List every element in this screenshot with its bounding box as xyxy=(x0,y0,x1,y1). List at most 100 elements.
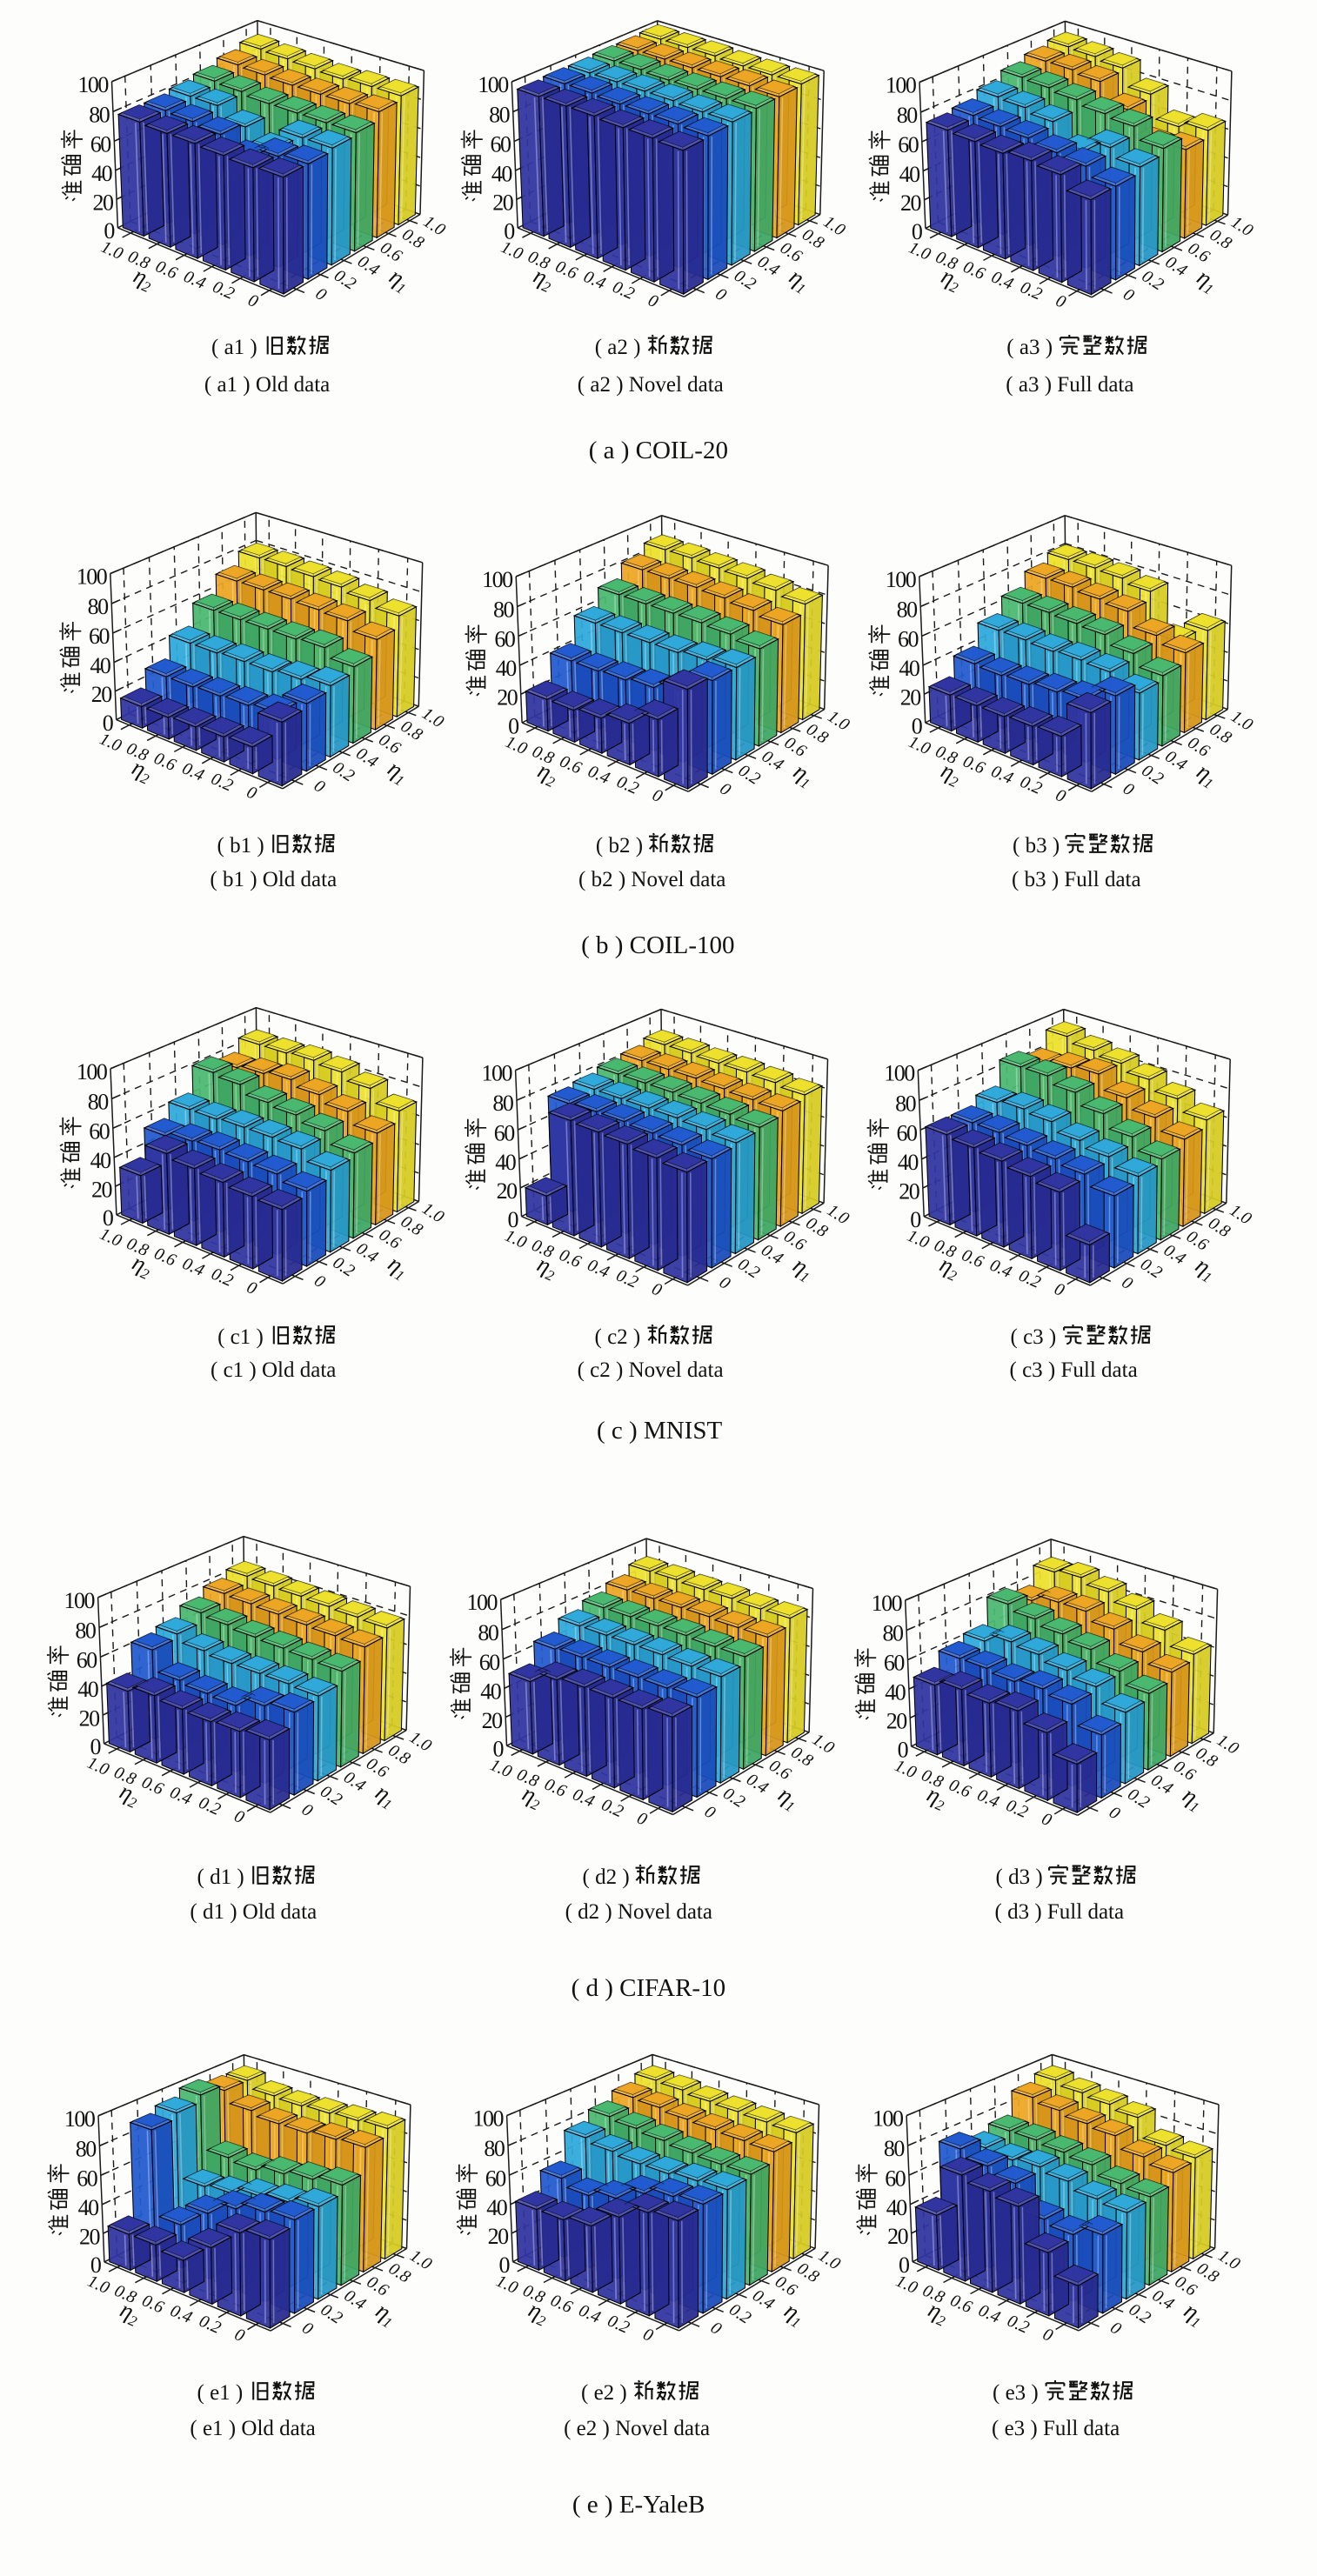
svg-text:40: 40 xyxy=(495,1150,517,1175)
svg-text:( a2 ) Novel data: ( a2 ) Novel data xyxy=(578,373,724,397)
svg-text:60: 60 xyxy=(77,1648,98,1673)
svg-text:( c1 ) Old data: ( c1 ) Old data xyxy=(211,1358,336,1382)
svg-text:60: 60 xyxy=(494,627,516,652)
svg-text:40: 40 xyxy=(90,1148,112,1173)
svg-text:80: 80 xyxy=(489,103,511,128)
svg-text:80: 80 xyxy=(897,597,919,623)
svg-text:20: 20 xyxy=(492,190,514,216)
svg-text:100: 100 xyxy=(64,2106,96,2132)
svg-text:100: 100 xyxy=(478,72,509,97)
svg-text:( c3 ): ( c3 ) xyxy=(1011,1325,1057,1349)
svg-text:40: 40 xyxy=(886,2195,908,2220)
svg-text:60: 60 xyxy=(898,132,919,157)
svg-text:80: 80 xyxy=(884,2136,906,2161)
svg-text:20: 20 xyxy=(900,190,922,216)
svg-text:80: 80 xyxy=(493,597,515,623)
svg-text:( e1 ): ( e1 ) xyxy=(197,2381,244,2405)
svg-text:( d3 ) Full data: ( d3 ) Full data xyxy=(995,1900,1125,1924)
svg-text:100: 100 xyxy=(473,2106,505,2132)
svg-text:40: 40 xyxy=(491,161,513,186)
svg-text:( b ) COIL-100: ( b ) COIL-100 xyxy=(581,931,734,959)
svg-text:60: 60 xyxy=(494,1120,516,1145)
svg-text:( e3 ): ( e3 ) xyxy=(993,2381,1039,2405)
svg-text:( d3 ): ( d3 ) xyxy=(996,1865,1043,1889)
svg-text:60: 60 xyxy=(89,1119,110,1145)
svg-text:80: 80 xyxy=(478,1620,499,1645)
svg-text:80: 80 xyxy=(89,102,110,127)
svg-text:40: 40 xyxy=(899,162,921,187)
svg-text:( d2 ) Novel data: ( d2 ) Novel data xyxy=(565,1900,712,1924)
svg-text:40: 40 xyxy=(496,656,518,681)
svg-text:60: 60 xyxy=(491,132,512,157)
svg-text:40: 40 xyxy=(899,656,920,681)
svg-text:60: 60 xyxy=(884,1651,906,1676)
svg-text:( b2 ): ( b2 ) xyxy=(596,834,643,858)
svg-text:( a1 ) Old data: ( a1 ) Old data xyxy=(204,373,330,397)
svg-text:60: 60 xyxy=(897,1120,919,1145)
svg-text:( d1 ) Old data: ( d1 ) Old data xyxy=(190,1900,317,1924)
svg-text:( b1 ) Old data: ( b1 ) Old data xyxy=(210,868,337,891)
svg-text:( c2 ) Novel data: ( c2 ) Novel data xyxy=(578,1358,724,1382)
svg-text:100: 100 xyxy=(77,564,108,590)
svg-text:20: 20 xyxy=(887,2224,909,2249)
svg-text:60: 60 xyxy=(90,132,112,157)
svg-text:60: 60 xyxy=(898,627,919,652)
svg-text:80: 80 xyxy=(484,2136,505,2161)
svg-text:40: 40 xyxy=(885,1679,906,1705)
svg-text:100: 100 xyxy=(64,1588,96,1613)
svg-text:( a ) COIL-20: ( a ) COIL-20 xyxy=(589,437,728,464)
svg-text:40: 40 xyxy=(77,1677,99,1702)
svg-text:( e3 ) Full data: ( e3 ) Full data xyxy=(992,2417,1120,2440)
svg-text:20: 20 xyxy=(900,685,922,711)
svg-text:( c ) MNIST: ( c ) MNIST xyxy=(597,1417,722,1445)
svg-text:( a1 ): ( a1 ) xyxy=(211,336,257,359)
svg-text:100: 100 xyxy=(482,1061,513,1086)
svg-text:( b3 ): ( b3 ) xyxy=(1013,834,1060,858)
svg-text:( b3 ) Full data: ( b3 ) Full data xyxy=(1012,868,1141,891)
svg-text:( a3 ) Full data: ( a3 ) Full data xyxy=(1006,373,1133,397)
svg-text:80: 80 xyxy=(75,1618,97,1643)
svg-text:100: 100 xyxy=(872,1591,903,1616)
svg-text:40: 40 xyxy=(91,161,113,186)
svg-text:60: 60 xyxy=(77,2166,98,2192)
svg-text:100: 100 xyxy=(872,2106,904,2132)
svg-text:100: 100 xyxy=(77,72,109,97)
svg-text:20: 20 xyxy=(91,1177,113,1202)
svg-text:100: 100 xyxy=(884,1061,915,1086)
svg-text:( a3 ): ( a3 ) xyxy=(1006,336,1053,359)
svg-text:40: 40 xyxy=(90,653,111,678)
svg-text:40: 40 xyxy=(486,2195,508,2220)
svg-text:20: 20 xyxy=(488,2224,510,2249)
svg-text:100: 100 xyxy=(77,1059,108,1084)
svg-text:40: 40 xyxy=(78,2195,100,2220)
svg-text:60: 60 xyxy=(885,2166,906,2191)
svg-text:( e2 ): ( e2 ) xyxy=(581,2381,627,2405)
svg-text:40: 40 xyxy=(898,1150,919,1175)
svg-text:20: 20 xyxy=(886,1709,908,1734)
svg-text:( b1 ): ( b1 ) xyxy=(217,834,264,858)
svg-text:100: 100 xyxy=(886,73,917,98)
svg-text:80: 80 xyxy=(883,1621,905,1646)
svg-text:80: 80 xyxy=(76,2136,97,2161)
svg-text:( b2 ) Novel data: ( b2 ) Novel data xyxy=(578,868,725,891)
svg-text:80: 80 xyxy=(895,1091,917,1116)
svg-text:20: 20 xyxy=(482,1708,504,1733)
svg-text:80: 80 xyxy=(897,103,919,128)
svg-text:40: 40 xyxy=(480,1679,502,1705)
svg-text:20: 20 xyxy=(93,190,115,215)
svg-text:60: 60 xyxy=(479,1650,501,1675)
svg-text:100: 100 xyxy=(482,567,513,592)
svg-text:( e2 ) Novel data: ( e2 ) Novel data xyxy=(564,2417,710,2440)
svg-text:( d ) CIFAR-10: ( d ) CIFAR-10 xyxy=(572,1974,725,2002)
svg-text:20: 20 xyxy=(79,2224,101,2249)
svg-text:80: 80 xyxy=(492,1091,514,1116)
svg-text:60: 60 xyxy=(485,2166,507,2191)
svg-text:20: 20 xyxy=(899,1178,920,1204)
svg-text:20: 20 xyxy=(497,1178,518,1204)
svg-text:( e ) E-YaleB: ( e ) E-YaleB xyxy=(572,2491,705,2519)
svg-text:80: 80 xyxy=(88,594,110,619)
svg-text:20: 20 xyxy=(497,685,518,711)
svg-text:( c2 ): ( c2 ) xyxy=(595,1325,641,1349)
svg-text:( c1 ): ( c1 ) xyxy=(217,1325,264,1349)
svg-text:( c3 ) Full data: ( c3 ) Full data xyxy=(1010,1358,1138,1382)
